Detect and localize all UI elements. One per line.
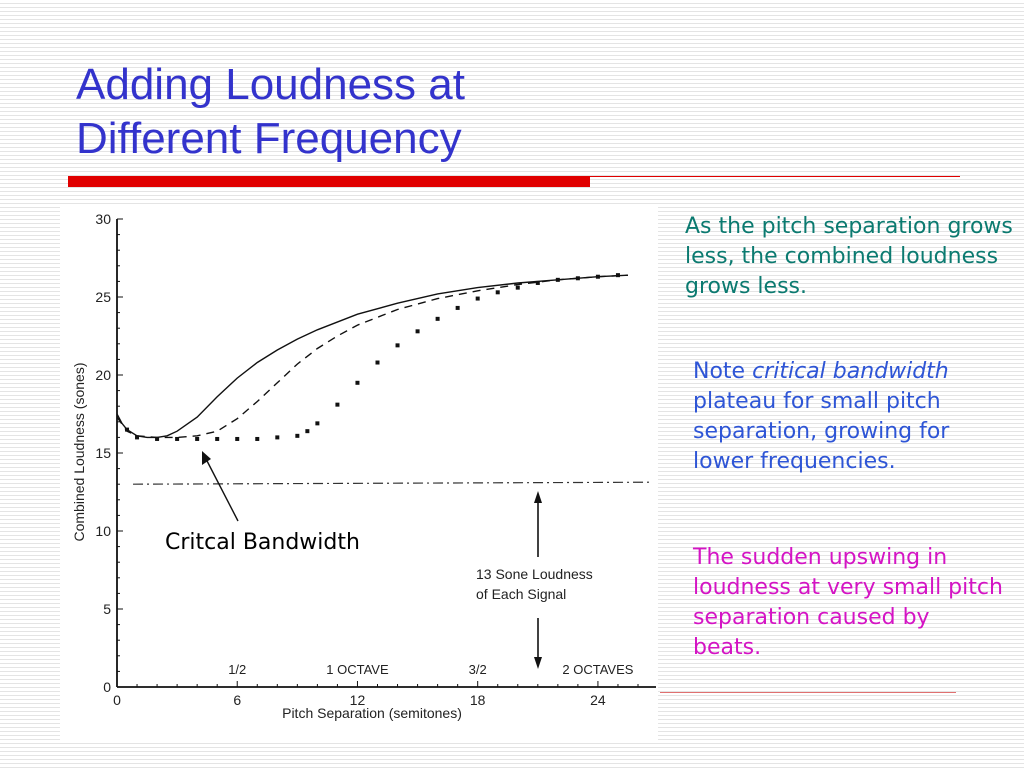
annotation-note-prefix: Note [693, 359, 753, 384]
series-dotted-point [495, 290, 500, 295]
series-dotted-point [575, 276, 580, 281]
x-tick-label: 0 [113, 692, 121, 708]
critical-bandwidth-label: Critcal Bandwidth [165, 529, 360, 557]
title-underline-thin [590, 176, 960, 177]
series-group [116, 273, 629, 441]
reference-line-group [133, 481, 653, 485]
y-tick-label: 0 [103, 679, 111, 695]
title-underline-thick [68, 176, 590, 187]
annotation-critical-bandwidth: Note critical bandwidth plateau for smal… [693, 357, 1013, 477]
slide-title: Adding Loudness at Different Frequency [76, 58, 636, 166]
octave-label: 1/2 [228, 662, 246, 677]
octave-label: 3/2 [469, 662, 487, 677]
chart-panel [60, 207, 658, 740]
series-solid-line [116, 274, 629, 439]
x-tick-label: 18 [470, 692, 486, 708]
series-dotted-point [255, 436, 260, 441]
series-dotted-point [555, 277, 560, 282]
y-tick-label: 20 [95, 367, 111, 383]
series-dotted-point [415, 329, 420, 334]
series-dotted-point [305, 429, 310, 434]
y-tick-label: 5 [103, 601, 111, 617]
series-dotted-point [355, 380, 360, 385]
series-dotted-point [175, 436, 180, 441]
series-dotted-point [195, 436, 200, 441]
series-dotted-point [375, 360, 380, 365]
sone-loudness-label-line-2: of Each Signal [476, 586, 566, 602]
series-dotted-point [615, 273, 620, 278]
loudness-chart: 0 5 10 15 20 25 30 0 6 12 18 24 1/2 1 OCTAVE 3/2 2 OCTA… [71, 211, 656, 722]
series-dotted-point [395, 343, 400, 348]
y-axis-title: Combined Loudness (sones) [71, 363, 87, 542]
series-dotted-point [135, 435, 140, 440]
series-dashed-line [116, 274, 629, 439]
series-dotted-point [125, 427, 130, 432]
sone-arrow-down-head [534, 657, 542, 669]
series-dotted-point [275, 435, 280, 440]
series-dotted-point [295, 433, 300, 438]
sone-arrow-up-head [534, 491, 542, 503]
series-dotted-point [215, 436, 220, 441]
series-dotted-point [475, 296, 480, 301]
octave-label: 1 OCTAVE [326, 662, 389, 677]
annotation-pitch-separation: As the pitch separation grows less, the … [685, 214, 1013, 299]
series-dotted-point [435, 316, 440, 321]
series-dotted-point [455, 305, 460, 310]
critical-bandwidth-pointer [204, 456, 239, 522]
annotation-critical-bandwidth-emphasis: critical bandwidth [752, 359, 949, 384]
bottom-rule [660, 692, 956, 693]
annotation-plateau-text: plateau for small pitch separation, grow… [693, 389, 950, 474]
tick-labels-group: 0 5 10 15 20 25 30 0 6 12 18 24 1/2 1 OCTAVE 3/2 2 OCTA… [95, 211, 633, 708]
x-tick-label: 6 [233, 692, 241, 708]
slide-title-line-1: Adding Loudness at [76, 60, 465, 109]
y-tick-label: 30 [95, 211, 111, 227]
reference-line-13-sones [133, 481, 653, 485]
series-dotted-point [335, 402, 340, 407]
chart-axes [116, 218, 656, 688]
series-dotted-point [155, 436, 160, 441]
y-tick-label: 10 [95, 523, 111, 539]
annotation-group: 13 Sone Loudness of Each Signal Pitch Se… [71, 363, 593, 722]
series-dotted-point [235, 436, 240, 441]
y-tick-label: 25 [95, 289, 111, 305]
series-dotted-point [315, 421, 320, 426]
series-dotted-point [535, 280, 540, 285]
series-dotted-point [595, 274, 600, 279]
sone-loudness-label-line-1: 13 Sone Loudness [476, 566, 593, 582]
slide-title-line-2: Different Frequency [76, 114, 462, 163]
x-tick-label: 12 [350, 692, 366, 708]
x-tick-label: 24 [590, 692, 606, 708]
critical-bandwidth-pointer-head [202, 451, 211, 465]
octave-label: 2 OCTAVES [562, 662, 633, 677]
y-tick-label: 15 [95, 445, 111, 461]
annotation-beats: The sudden upswing in loudness at very s… [693, 545, 1003, 660]
x-axis-title: Pitch Separation (semitones) [282, 705, 462, 721]
series-dotted-point [515, 285, 520, 290]
